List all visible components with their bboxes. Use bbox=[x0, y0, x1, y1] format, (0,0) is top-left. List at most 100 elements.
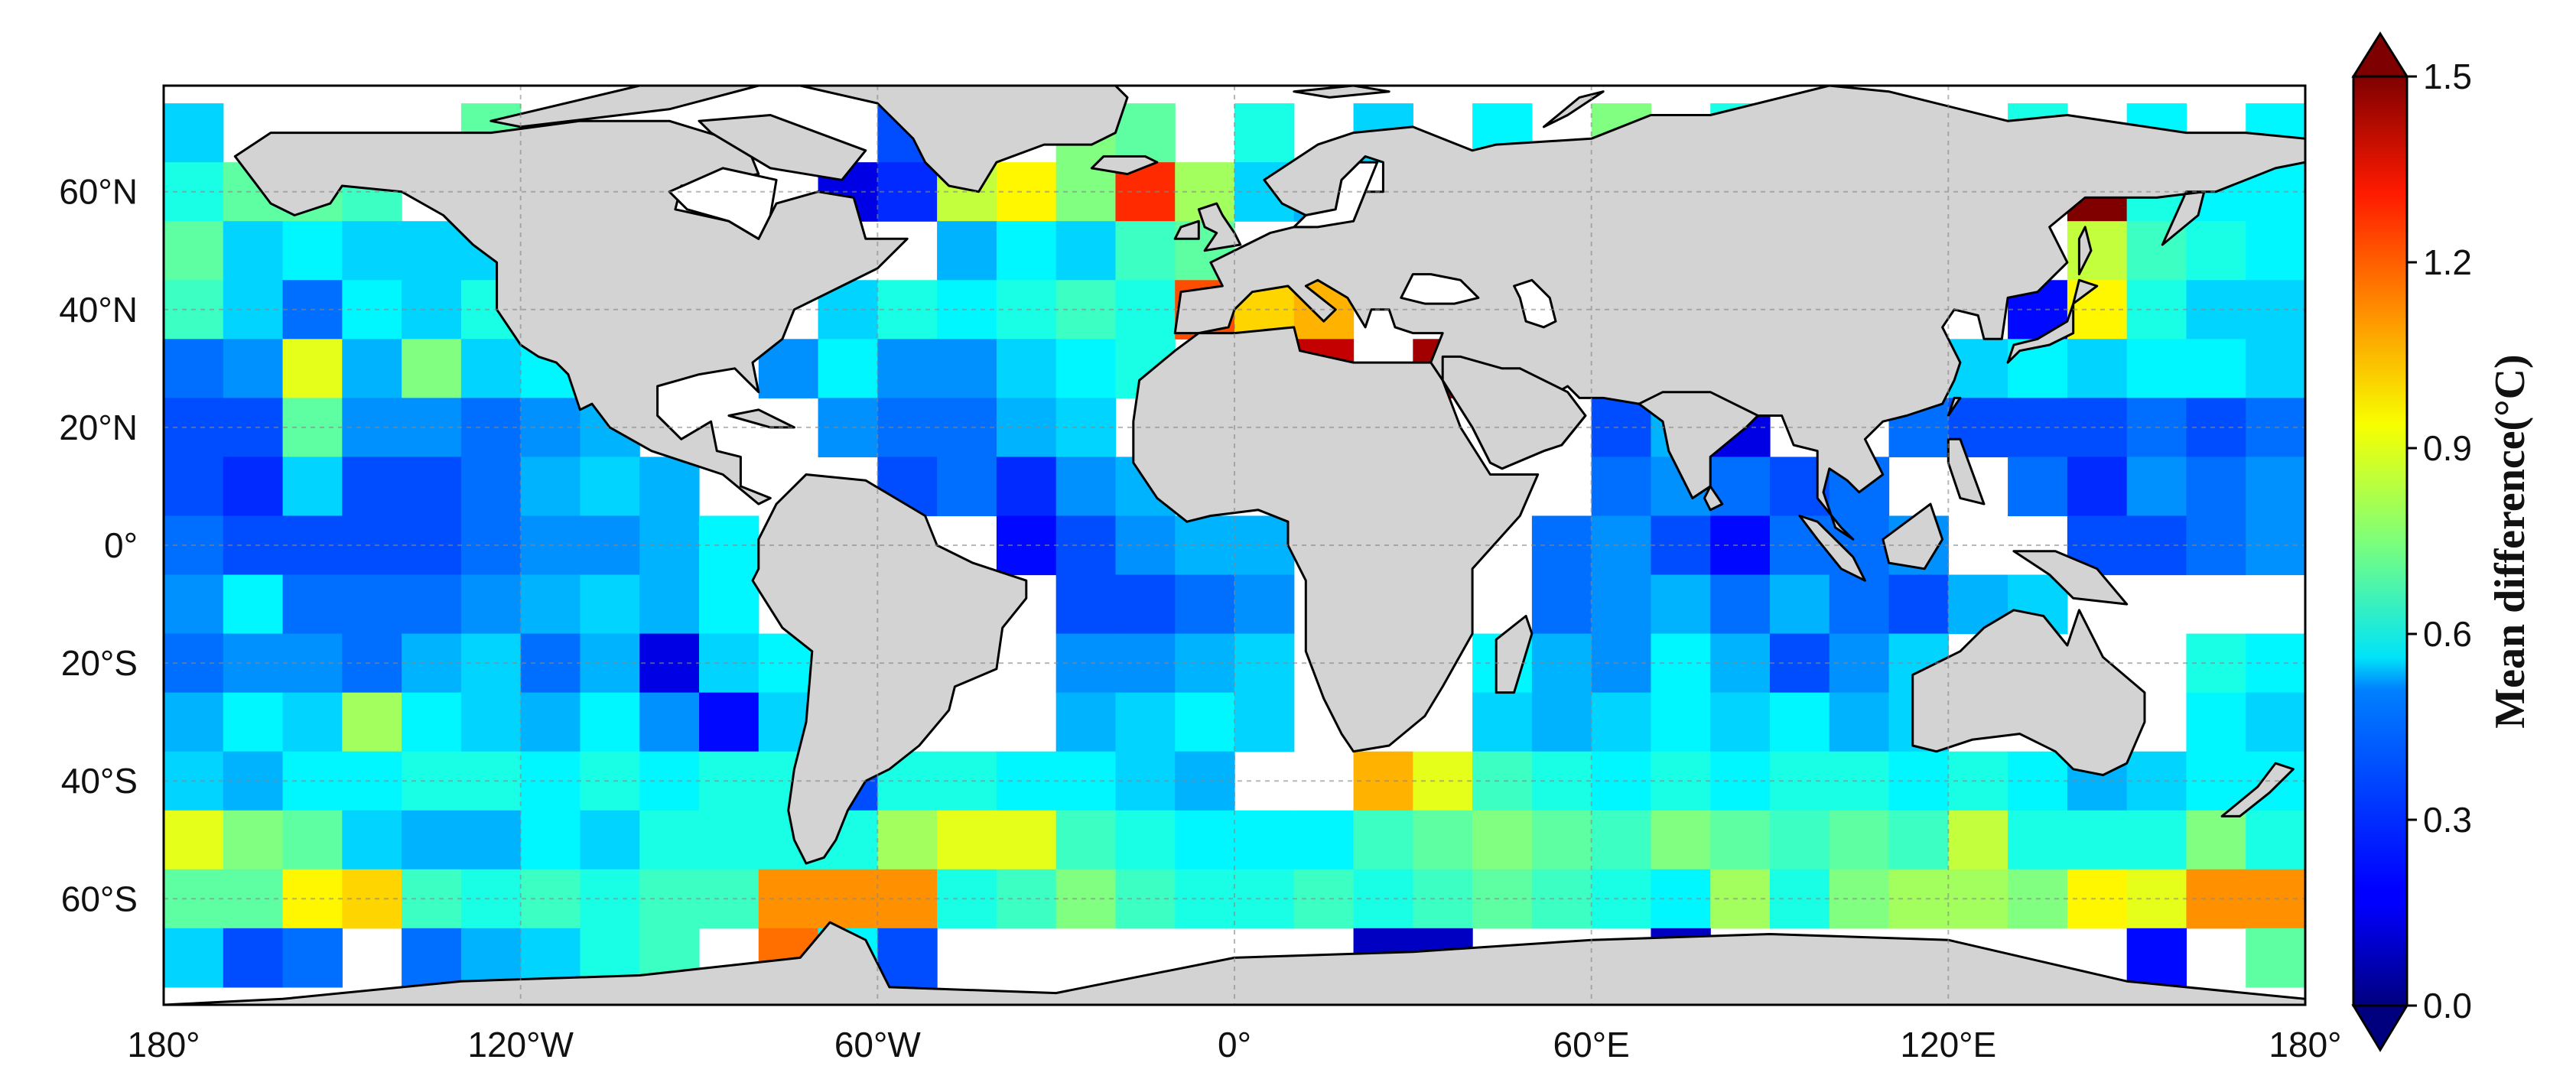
heat-cell bbox=[877, 810, 938, 870]
heat-cell bbox=[520, 692, 581, 752]
y-tick-label: 40°S bbox=[61, 761, 138, 801]
x-tick-label: 0° bbox=[1218, 1025, 1251, 1064]
heat-cell bbox=[1710, 869, 1771, 929]
heat-cell bbox=[699, 810, 759, 870]
heat-cell bbox=[460, 457, 522, 517]
heat-cell bbox=[2126, 928, 2187, 988]
heat-cell bbox=[580, 692, 640, 752]
x-tick-label: 180° bbox=[127, 1025, 200, 1064]
heat-cell bbox=[342, 457, 402, 517]
heat-cell bbox=[1293, 810, 1355, 870]
heat-cell bbox=[1115, 810, 1176, 870]
heat-cell bbox=[282, 339, 343, 398]
longitude-axis: 180° 120°W 60°W 0° 60°E 120°E 180° bbox=[127, 1025, 2341, 1064]
heat-cell bbox=[282, 810, 343, 870]
heat-cell bbox=[1710, 692, 1771, 752]
colorbar-tick-label: 1.5 bbox=[2423, 57, 2472, 96]
heat-cell bbox=[1710, 457, 1771, 517]
colorbar-title: Mean difference(°C) bbox=[2487, 354, 2534, 728]
heat-cell bbox=[460, 339, 522, 398]
heat-cell bbox=[1175, 692, 1235, 752]
land-svalbard-stub bbox=[1293, 86, 1390, 99]
water-caspian-sea bbox=[1513, 278, 1557, 329]
land-taiwan-hainan bbox=[1947, 396, 1962, 417]
heat-cell bbox=[520, 574, 581, 635]
heat-cell bbox=[639, 810, 700, 870]
heat-cell bbox=[223, 221, 284, 281]
heat-cell bbox=[1888, 810, 1949, 870]
heat-cell bbox=[520, 457, 581, 517]
heat-cell bbox=[1472, 692, 1533, 752]
land-north-america bbox=[233, 119, 909, 505]
heat-cell bbox=[223, 280, 284, 340]
heat-cell bbox=[223, 515, 284, 576]
heat-cell bbox=[223, 457, 284, 517]
heat-cell bbox=[164, 810, 224, 870]
heat-cell bbox=[1055, 692, 1117, 752]
heat-cell bbox=[2186, 339, 2246, 398]
heat-cell bbox=[1234, 810, 1295, 870]
y-tick-label: 20°N bbox=[59, 408, 138, 447]
heat-cell bbox=[342, 869, 402, 929]
land-antarctica bbox=[164, 921, 2305, 1005]
land-south-america bbox=[751, 473, 1028, 865]
heat-cell bbox=[460, 574, 522, 635]
heat-cell bbox=[402, 574, 462, 635]
heat-cell bbox=[1115, 103, 1176, 163]
heat-cell bbox=[1175, 574, 1235, 635]
heat-cell bbox=[937, 457, 997, 517]
heat-cell bbox=[1948, 869, 2008, 929]
heat-cell bbox=[1829, 692, 1890, 752]
heat-cell bbox=[223, 810, 284, 870]
land-arabia bbox=[1441, 355, 1587, 470]
heat-cell bbox=[223, 633, 284, 694]
heat-cell bbox=[1115, 692, 1176, 752]
heat-cell bbox=[1710, 574, 1771, 635]
map-frame bbox=[162, 84, 2307, 1006]
heat-cell bbox=[1531, 574, 1592, 635]
heat-cell bbox=[164, 457, 224, 517]
heat-cell bbox=[164, 574, 224, 635]
heat-cell bbox=[164, 103, 224, 163]
heat-cell bbox=[580, 810, 640, 870]
heat-cell bbox=[282, 221, 343, 281]
heat-cell bbox=[1531, 692, 1592, 752]
heat-cell bbox=[1472, 810, 1533, 870]
heat-cell bbox=[342, 280, 402, 340]
heat-cell bbox=[460, 810, 522, 870]
heat-cell bbox=[402, 339, 462, 398]
heat-cell bbox=[996, 339, 1057, 398]
heat-cell bbox=[460, 928, 522, 988]
land-baffin bbox=[698, 114, 867, 181]
heat-cell bbox=[1651, 574, 1711, 635]
land-masses bbox=[164, 86, 2305, 1005]
heat-cell bbox=[1591, 574, 1652, 635]
water-black-sea bbox=[1400, 273, 1480, 305]
heat-cell bbox=[1531, 810, 1592, 870]
heat-cell bbox=[164, 339, 224, 398]
heat-cell bbox=[996, 221, 1057, 281]
land-japan bbox=[2006, 278, 2099, 364]
heat-cell bbox=[2067, 221, 2128, 281]
heat-cell bbox=[1651, 810, 1711, 870]
land-sakhalin bbox=[2077, 226, 2093, 276]
heat-cell bbox=[1115, 221, 1176, 281]
heat-cell bbox=[2246, 339, 2305, 398]
land-greenland bbox=[798, 86, 1129, 193]
heat-cell bbox=[2246, 221, 2305, 281]
land-borneo bbox=[1882, 502, 1944, 570]
heat-cell bbox=[818, 339, 878, 398]
heat-cell bbox=[1829, 810, 1890, 870]
colorbar-extend-bottom bbox=[2351, 1004, 2409, 1052]
heat-cell bbox=[223, 869, 284, 929]
heat-cell bbox=[2246, 928, 2305, 988]
colorbar: 0.0 0.3 0.6 0.9 1.2 1.5 Mean difference(°C) bbox=[2351, 31, 2534, 1052]
heat-cell bbox=[1353, 810, 1413, 870]
land-cuba bbox=[727, 408, 795, 429]
land-australia bbox=[1911, 609, 2146, 776]
heat-cell bbox=[639, 574, 700, 635]
heat-cell bbox=[1234, 103, 1295, 163]
x-tick-label: 180° bbox=[2269, 1025, 2341, 1064]
heat-cell bbox=[223, 751, 284, 811]
